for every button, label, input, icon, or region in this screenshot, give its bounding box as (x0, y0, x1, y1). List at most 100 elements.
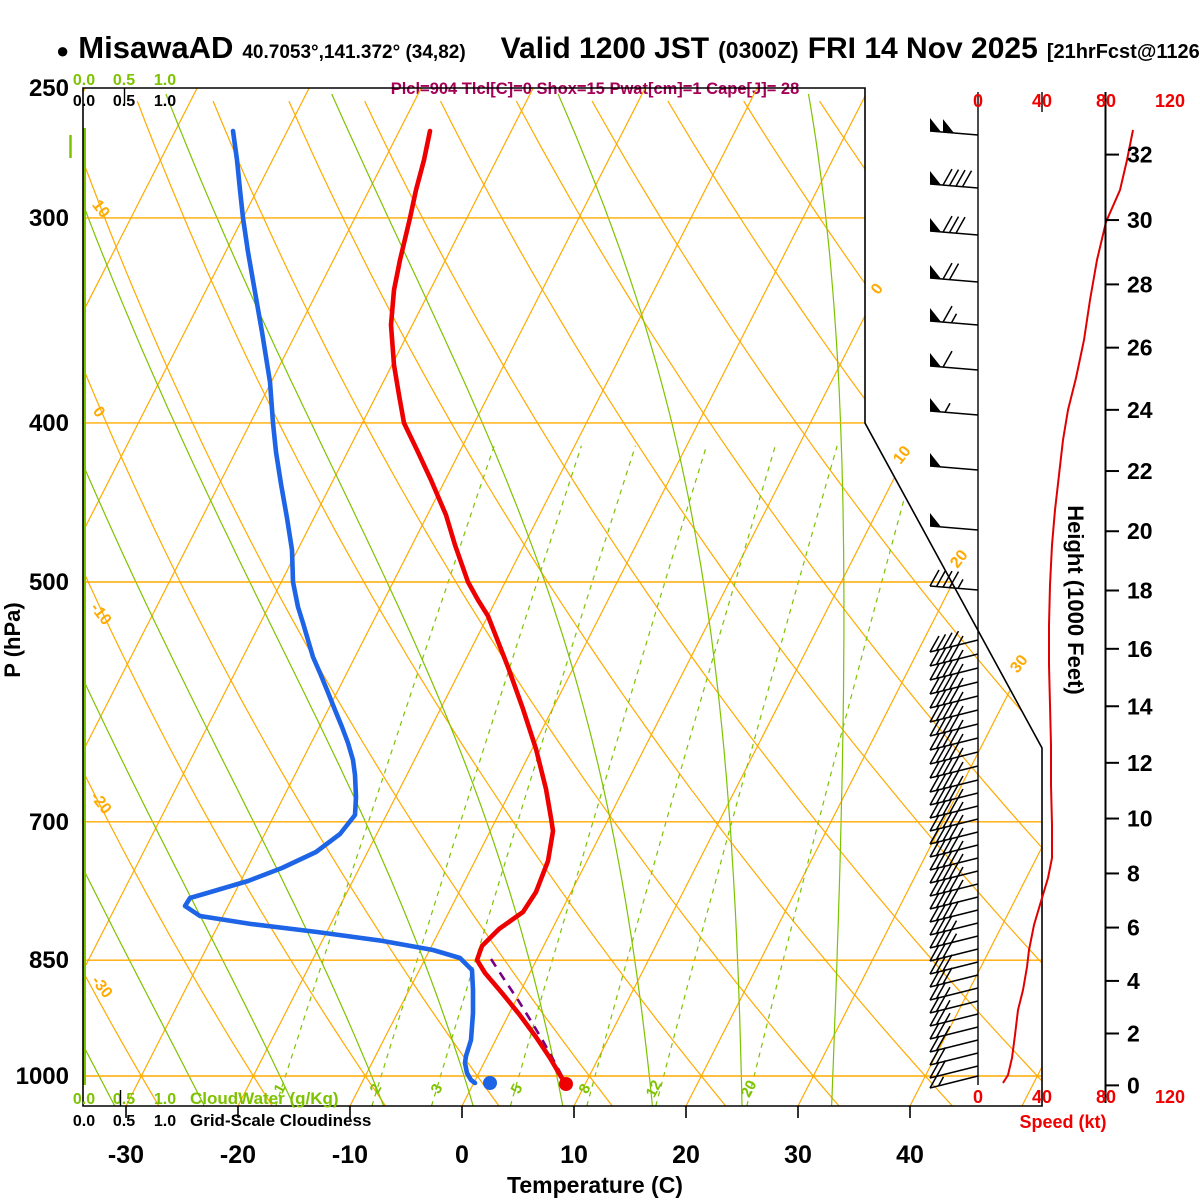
wind-speed-curve (1002, 129, 1134, 1084)
svg-text:250: 250 (29, 75, 69, 102)
svg-text:40: 40 (896, 1141, 924, 1169)
svg-text:-10: -10 (332, 1141, 368, 1169)
cloudwater-profile (69, 128, 86, 1085)
svg-text:300: 300 (29, 205, 69, 232)
wind-barb (929, 168, 979, 189)
svg-text:22: 22 (1127, 458, 1153, 484)
svg-text:0: 0 (455, 1141, 469, 1169)
pressure-axis: 250 300 400 500 700 850 1000 P (hPa) (0, 75, 69, 1090)
wind-barb (929, 569, 979, 591)
dewpoint-curve (182, 128, 478, 1086)
wind-barb (929, 350, 979, 371)
wind-barb (929, 630, 979, 653)
svg-text:20: 20 (947, 547, 971, 572)
svg-text:0: 0 (973, 1087, 983, 1107)
speed-axis-title: Speed (kt) (1019, 1112, 1106, 1132)
wind-barb (929, 644, 979, 667)
svg-text:0: 0 (973, 91, 983, 111)
svg-text:120: 120 (1155, 1087, 1185, 1107)
svg-text:16: 16 (1127, 636, 1153, 662)
wind-barb (929, 887, 979, 910)
svg-text:6: 6 (1127, 915, 1140, 941)
valid-date: FRI 14 Nov 2025 (807, 32, 1038, 65)
isotherm-lines (83, 88, 1042, 1106)
svg-text:120: 120 (1155, 91, 1185, 111)
svg-text:1.0: 1.0 (154, 93, 176, 110)
cloudiness-label: Grid-Scale Cloudiness (190, 1111, 371, 1130)
height-axis-title: Height (1000 Feet) (1063, 505, 1088, 695)
svg-text:10: 10 (1127, 806, 1153, 832)
svg-text:20: 20 (738, 1078, 761, 1101)
svg-text:0.0: 0.0 (73, 72, 95, 89)
wind-panel (977, 92, 1134, 1085)
svg-text:3: 3 (428, 1081, 447, 1096)
sounding-curves (182, 128, 573, 1091)
temperature-axis: -30 -20 -10 0 10 20 30 40 Temperature (C) (108, 1106, 924, 1198)
svg-text:80: 80 (1096, 91, 1116, 111)
svg-text:2: 2 (1127, 1021, 1140, 1047)
svg-text:1.0: 1.0 (154, 1091, 176, 1108)
parcel-stats-line: Plcl=904 Tlcl[C]=0 Shox=15 Pwat[cm]=1 Ca… (390, 80, 800, 98)
pressure-axis-title: P (hPa) (0, 602, 25, 677)
wind-barb (929, 848, 979, 871)
svg-text:2: 2 (367, 1081, 386, 1096)
wind-barb (929, 742, 979, 765)
svg-text:24: 24 (1127, 397, 1153, 423)
wind-barb (929, 835, 979, 858)
plot-border (82, 87, 1043, 1107)
background-gridlines (83, 88, 1042, 1106)
svg-text:4: 4 (1127, 968, 1140, 994)
svg-text:30: 30 (1007, 652, 1031, 677)
wind-barb (929, 686, 979, 709)
svg-text:12: 12 (1127, 750, 1153, 776)
svg-text:8: 8 (1127, 860, 1140, 886)
svg-text:-30: -30 (88, 973, 116, 1002)
station-bullet-icon: ● (56, 38, 70, 63)
svg-text:30: 30 (784, 1141, 812, 1169)
svg-text:1.0: 1.0 (154, 1113, 176, 1130)
svg-text:10: 10 (560, 1141, 588, 1169)
cloud-scales: 0.00.00.00.00.50.50.50.51.01.01.01.0Clou… (73, 72, 372, 1130)
wind-barb (929, 262, 979, 283)
wind-barbs (929, 118, 979, 1089)
wind-barb (929, 1071, 979, 1089)
cloudwater-label: CloudWater (g/Kg) (190, 1089, 339, 1108)
svg-text:40: 40 (1032, 91, 1052, 111)
svg-text:10: 10 (890, 443, 914, 468)
wind-barb (929, 700, 979, 723)
svg-text:400: 400 (29, 410, 69, 437)
wind-barb (929, 658, 979, 681)
svg-text:850: 850 (29, 947, 69, 974)
wind-barb (929, 861, 979, 884)
forecast-hour: [21hrFcst@1126z] (1046, 41, 1200, 63)
svg-text:80: 80 (1096, 1087, 1116, 1107)
mixing-ratio-lines (275, 445, 920, 1106)
wind-barb (929, 809, 979, 832)
svg-text:28: 28 (1127, 271, 1153, 297)
svg-text:0: 0 (1127, 1072, 1140, 1098)
svg-text:26: 26 (1127, 335, 1153, 361)
station-coordinates: 40.7053°,141.372° (34,82) (242, 42, 466, 63)
wind-barb (929, 513, 979, 531)
svg-text:500: 500 (29, 569, 69, 596)
svg-text:0.5: 0.5 (113, 1091, 135, 1108)
wind-barb (929, 305, 979, 326)
wind-barb (929, 728, 979, 751)
surface-dewpoint-dot (483, 1076, 497, 1090)
svg-text:-20: -20 (220, 1141, 256, 1169)
wind-barb (929, 874, 979, 897)
svg-text:30: 30 (1127, 207, 1153, 233)
svg-text:12: 12 (643, 1078, 666, 1101)
title-bar: ● MisawaAD 40.7053°,141.372° (34,82) Val… (56, 30, 1200, 70)
svg-text:-30: -30 (108, 1141, 144, 1169)
temperature-curve (388, 128, 568, 1086)
svg-text:40: 40 (1032, 1087, 1052, 1107)
wind-barb (929, 900, 979, 923)
svg-text:-20: -20 (87, 789, 115, 818)
valid-time-utc: (0300Z) (718, 37, 799, 63)
station-name: MisawaAD (78, 30, 234, 65)
svg-text:20: 20 (1127, 518, 1153, 544)
